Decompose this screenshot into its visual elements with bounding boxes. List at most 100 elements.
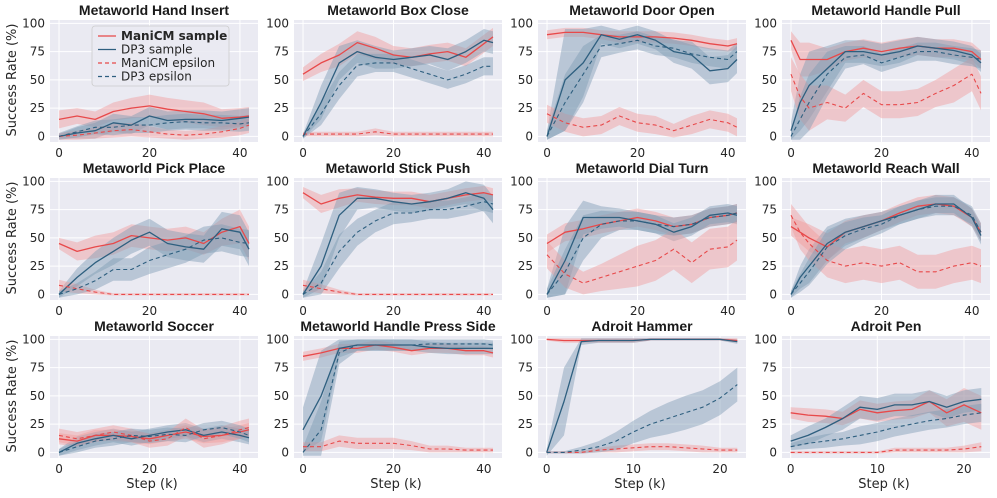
- confidence-band: [791, 194, 981, 298]
- y-tick-label: 75: [518, 361, 533, 375]
- y-tick-label: 50: [518, 73, 533, 87]
- y-tick-label: 25: [30, 417, 45, 431]
- series-line: [58, 429, 250, 442]
- y-tick-label: 0: [37, 129, 45, 143]
- y-tick-label: 25: [762, 101, 777, 115]
- plot-area: [538, 336, 746, 458]
- y-tick-label: 100: [510, 332, 533, 346]
- x-tick-label: 40: [476, 304, 491, 318]
- y-tick-label: 75: [274, 361, 289, 375]
- y-tick-label: 100: [22, 332, 45, 346]
- chart-title: Metaworld Pick Place: [83, 160, 226, 176]
- x-tick-label: 0: [55, 146, 63, 160]
- chart-panel: 0 25 50 75 100 0 20 40 Metaworld Pick Place: [22, 160, 258, 318]
- x-tick-label: 20: [630, 304, 645, 318]
- y-tick-label: 75: [762, 361, 777, 375]
- chart-panel: 0 25 50 75 100 0 10 20 Adroit Hammer: [510, 318, 746, 476]
- y-axis-label: Success Rate (%): [5, 24, 20, 137]
- confidence-band: [303, 192, 493, 298]
- x-tick-label: 20: [956, 462, 971, 476]
- y-tick-label: 100: [754, 332, 777, 346]
- y-tick-label: 75: [30, 361, 45, 375]
- chart-title: Metaworld Soccer: [94, 318, 214, 334]
- y-tick-label: 50: [762, 389, 777, 403]
- series-line: [546, 113, 738, 132]
- series-line: [546, 239, 738, 284]
- chart-panel: 0 25 50 75 100 0 20 40 Metaworld Handle Pull: [754, 2, 990, 160]
- confidence-band: [59, 107, 249, 139]
- x-tick-label: 40: [232, 146, 247, 160]
- series-line: [546, 446, 738, 453]
- y-tick-label: 0: [37, 287, 45, 301]
- plot-area: [782, 336, 990, 458]
- series-line: [302, 344, 494, 357]
- y-tick-label: 0: [769, 129, 777, 143]
- y-tick-label: 25: [518, 259, 533, 273]
- plot-area: [294, 20, 502, 142]
- legend-label: ManiCM epsilon: [121, 56, 215, 70]
- x-tick-label: 20: [142, 462, 157, 476]
- plot-area: [538, 20, 746, 142]
- series-line: [58, 237, 250, 295]
- x-tick-label: 20: [712, 462, 727, 476]
- x-tick-label: 20: [874, 304, 889, 318]
- legend-label: ManiCM sample: [121, 29, 227, 43]
- chart-title: Metaworld Handle Pull: [811, 2, 960, 18]
- chart-title: Metaworld Dial Turn: [576, 160, 709, 176]
- confidence-band: [791, 204, 981, 289]
- series-line: [790, 73, 982, 109]
- series-line: [302, 192, 494, 205]
- y-tick-label: 50: [274, 389, 289, 403]
- confidence-band: [547, 204, 737, 253]
- x-tick-label: 0: [787, 146, 795, 160]
- y-tick-label: 25: [518, 101, 533, 115]
- plot-area: [538, 178, 746, 300]
- series-line: [302, 192, 494, 295]
- y-tick-label: 50: [762, 73, 777, 87]
- y-axis-label: Success Rate (%): [5, 340, 20, 453]
- y-tick-label: 50: [30, 231, 45, 245]
- confidence-band: [791, 197, 981, 298]
- confidence-band: [791, 57, 981, 131]
- y-tick-label: 100: [22, 16, 45, 30]
- confidence-band: [791, 194, 981, 261]
- x-tick-label: 40: [476, 462, 491, 476]
- y-tick-label: 25: [274, 417, 289, 431]
- y-tick-label: 75: [30, 45, 45, 59]
- y-tick-label: 25: [274, 101, 289, 115]
- legend-label: DP3 sample: [121, 43, 193, 57]
- confidence-band: [546, 367, 738, 454]
- series-line: [58, 426, 250, 442]
- y-tick-label: 100: [510, 174, 533, 188]
- confidence-band: [59, 211, 249, 298]
- chart-panel: 0 25 50 75 100 0 20 40 Metaworld Door Open: [510, 2, 746, 160]
- x-tick-label: 40: [720, 304, 735, 318]
- series-line: [302, 62, 493, 137]
- y-tick-label: 75: [762, 203, 777, 217]
- x-tick-label: 10: [870, 462, 885, 476]
- chart-panel: 0 25 50 75 100 0 20 40 Metaworld Dial Turn: [510, 160, 746, 318]
- x-tick-label: 40: [232, 462, 247, 476]
- confidence-band: [303, 53, 493, 139]
- y-tick-label: 25: [518, 417, 533, 431]
- series-line: [790, 412, 982, 448]
- chart-title: Metaworld Stick Push: [326, 160, 471, 176]
- y-tick-label: 25: [762, 259, 777, 273]
- confidence-band: [791, 36, 981, 140]
- y-tick-label: 50: [762, 231, 777, 245]
- x-tick-label: 0: [299, 304, 307, 318]
- x-tick-label: 0: [787, 304, 795, 318]
- confidence-band: [59, 423, 249, 456]
- y-tick-label: 0: [769, 287, 777, 301]
- x-tick-label: 20: [142, 304, 157, 318]
- series-line: [546, 384, 738, 453]
- chart-title: Adroit Pen: [851, 318, 922, 334]
- confidence-band: [546, 443, 738, 454]
- x-tick-label: 0: [55, 304, 63, 318]
- y-tick-label: 75: [274, 203, 289, 217]
- confidence-band: [547, 31, 737, 140]
- chart-panel: 0 25 50 75 100 0 20 40 Metaworld Stick Push: [266, 160, 502, 318]
- x-axis-label: Step (k): [370, 477, 421, 492]
- chart-title: Metaworld Door Open: [569, 2, 714, 18]
